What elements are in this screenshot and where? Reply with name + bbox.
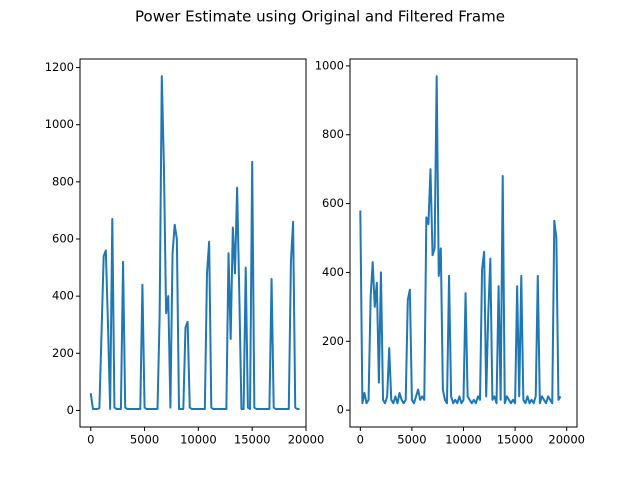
y-tick-label: 0 — [337, 403, 344, 417]
x-tick-label: 0 — [357, 433, 364, 447]
x-tick-label: 10000 — [180, 433, 217, 447]
x-tick-label: 15000 — [497, 433, 534, 447]
plot-area — [359, 75, 562, 405]
y-tick-label: 400 — [52, 289, 74, 303]
y-tick-label: 1000 — [315, 58, 344, 72]
y-tick-label: 1200 — [45, 60, 74, 74]
y-tick-label: 0 — [67, 403, 74, 417]
x-tick-label: 5000 — [130, 433, 159, 447]
plot-area — [89, 75, 300, 410]
data-line — [359, 75, 562, 405]
x-tick-label: 15000 — [234, 433, 271, 447]
x-tick-label: 0 — [87, 433, 94, 447]
x-tick-label: 20000 — [548, 433, 585, 447]
x-tick-label: 10000 — [445, 433, 482, 447]
y-tick-label: 800 — [52, 174, 74, 188]
y-tick-label: 400 — [322, 265, 344, 279]
data-line — [89, 75, 300, 410]
y-tick-label: 800 — [322, 127, 344, 141]
figure-title: Power Estimate using Original and Filter… — [135, 8, 505, 26]
y-tick-label: 600 — [322, 196, 344, 210]
y-tick-label: 200 — [52, 346, 74, 360]
y-tick-label: 200 — [322, 334, 344, 348]
y-tick-label: 1000 — [45, 117, 74, 131]
x-tick-label: 5000 — [397, 433, 426, 447]
axes-frame — [79, 58, 307, 428]
x-tick-label: 20000 — [288, 433, 325, 447]
y-tick-label: 600 — [52, 232, 74, 246]
